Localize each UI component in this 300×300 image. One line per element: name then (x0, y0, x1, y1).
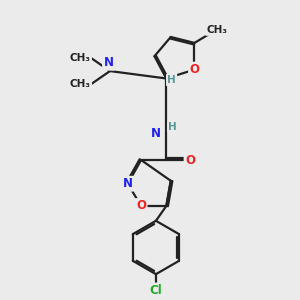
Text: N: N (123, 177, 133, 190)
Text: CH₃: CH₃ (70, 80, 91, 89)
Text: N: N (103, 56, 113, 69)
Text: CH₃: CH₃ (206, 25, 227, 34)
Text: N: N (151, 127, 161, 140)
Text: O: O (190, 63, 200, 76)
Text: O: O (136, 200, 146, 212)
Text: Cl: Cl (150, 284, 162, 297)
Text: H: H (169, 122, 177, 132)
Text: CH₃: CH₃ (70, 53, 91, 63)
Text: H: H (167, 75, 176, 85)
Text: O: O (185, 154, 195, 166)
